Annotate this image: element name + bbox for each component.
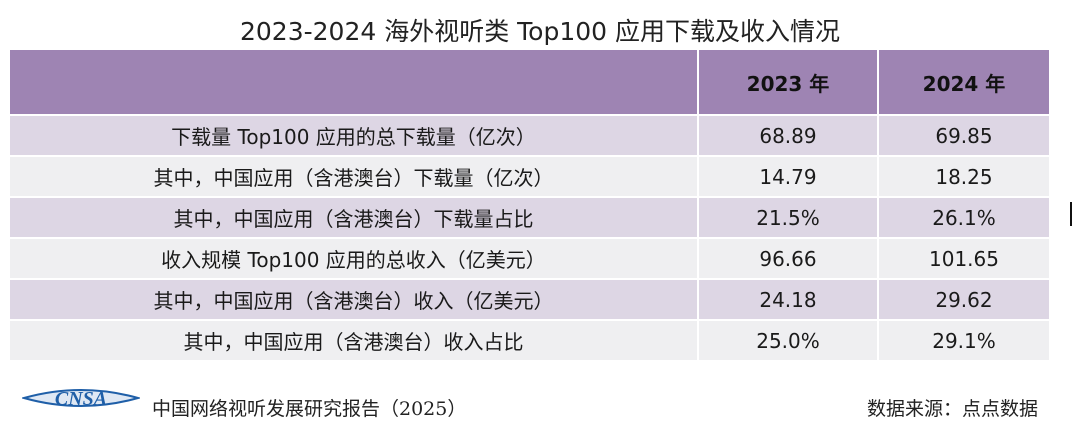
row-label-cell: 收入规模 Top100 应用的总收入（亿美元） [10,238,699,280]
logo-text: CNSA [55,388,107,410]
data-source: 数据来源：点点数据 [866,398,1038,420]
value-cell-2023: 25.0% [698,320,879,362]
row-label-cell: 其中，中国应用（含港澳台）下载量占比 [10,197,699,239]
value-cell-2024: 26.1% [878,197,1049,239]
value-cell-2023: 24.18 [698,279,879,321]
value-cell-2023: 21.5% [698,197,879,239]
table-row: 其中，中国应用（含港澳台）收入（亿美元） 24.18 29.62 [10,279,1049,321]
header-cell-2024: 2024 年 [878,50,1049,116]
data-table: 2023 年 2024 年 下载量 Top100 应用的总下载量（亿次） 68.8… [10,50,1049,362]
value-cell-2024: 101.65 [878,238,1049,280]
row-label-cell: 下载量 Top100 应用的总下载量（亿次） [10,115,699,157]
value-cell-2023: 14.79 [698,156,879,198]
value-cell-2023: 68.89 [698,115,879,157]
value-cell-2024: 69.85 [878,115,1049,157]
row-label-cell: 其中，中国应用（含港澳台）下载量（亿次） [10,156,699,198]
report-name: 中国网络视听发展研究报告（2025） [152,398,467,420]
value-cell-2023: 96.66 [698,238,879,280]
header-cell-metric [10,50,699,116]
table-header-row: 2023 年 2024 年 [10,50,1049,116]
table-row: 下载量 Top100 应用的总下载量（亿次） 68.89 69.85 [10,115,1049,157]
value-cell-2024: 29.62 [878,279,1049,321]
table-title: 2023-2024 海外视听类 Top100 应用下载及收入情况 [239,17,840,46]
cnsa-logo: CNSA [22,388,140,410]
table-row: 其中，中国应用（含港澳台）下载量占比 21.5% 26.1% [10,197,1049,239]
row-label-cell: 其中，中国应用（含港澳台）收入（亿美元） [10,279,699,321]
table-row: 其中，中国应用（含港澳台）下载量（亿次） 14.79 18.25 [10,156,1049,198]
header-cell-2023: 2023 年 [698,50,879,116]
value-cell-2024: 29.1% [878,320,1049,362]
value-cell-2024: 18.25 [878,156,1049,198]
table-row: 其中，中国应用（含港澳台）收入占比 25.0% 29.1% [10,320,1049,362]
row-label-cell: 其中，中国应用（含港澳台）收入占比 [10,320,699,362]
table-row: 收入规模 Top100 应用的总收入（亿美元） 96.66 101.65 [10,238,1049,280]
text-cursor-mark [1070,202,1072,226]
